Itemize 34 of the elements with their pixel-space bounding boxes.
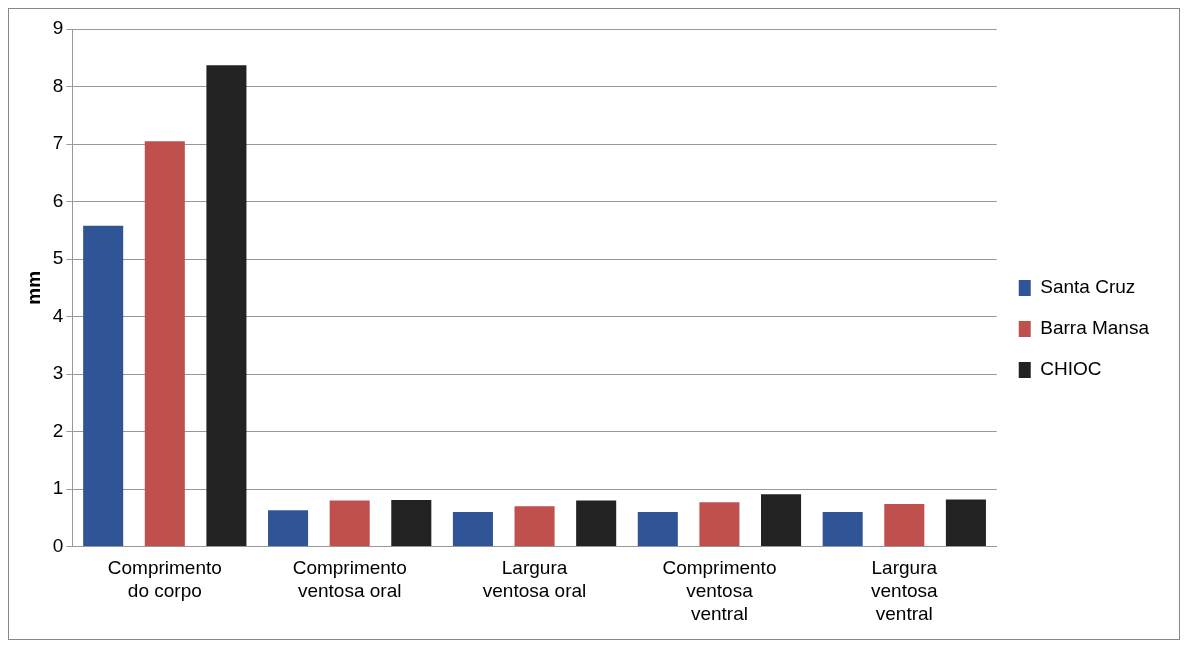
y-tick-label: 8 — [52, 74, 64, 96]
x-tick-label: Comprimento ventosa ventral — [662, 557, 777, 624]
bar — [391, 500, 432, 547]
bar — [206, 65, 247, 547]
x-tick-label: Comprimento ventosa oral — [292, 557, 407, 602]
bar — [699, 502, 740, 547]
y-tick-label: 0 — [52, 534, 64, 556]
bar — [144, 141, 185, 547]
legend-label: CHIOC — [1040, 358, 1102, 380]
y-tick-label: 4 — [52, 304, 64, 326]
legend-label: Santa Cruz — [1040, 276, 1136, 298]
bar — [576, 500, 617, 547]
x-tick-label: Largura ventosa ventral — [871, 557, 938, 624]
legend-label: Barra Mansa — [1040, 317, 1150, 339]
bar — [945, 499, 986, 547]
bar — [637, 512, 678, 547]
bar — [514, 506, 555, 547]
bar — [761, 494, 802, 547]
bar — [83, 225, 124, 547]
bar — [822, 512, 863, 547]
x-tick-label: Largura ventosa oral — [482, 557, 587, 602]
y-tick-label: 3 — [52, 362, 64, 384]
y-tick-label: 2 — [52, 419, 64, 441]
y-tick-label: 7 — [52, 132, 64, 154]
bar — [268, 510, 309, 547]
y-tick-label: 6 — [52, 189, 64, 211]
x-tick-label: Comprimento do corpo — [107, 557, 222, 602]
y-axis-title: mm — [22, 270, 44, 305]
y-tick-label: 5 — [52, 247, 64, 269]
bar — [329, 500, 370, 547]
bar — [884, 504, 925, 547]
y-tick-label: 1 — [52, 477, 64, 499]
bar — [452, 512, 493, 547]
y-tick-label: 9 — [52, 17, 64, 39]
